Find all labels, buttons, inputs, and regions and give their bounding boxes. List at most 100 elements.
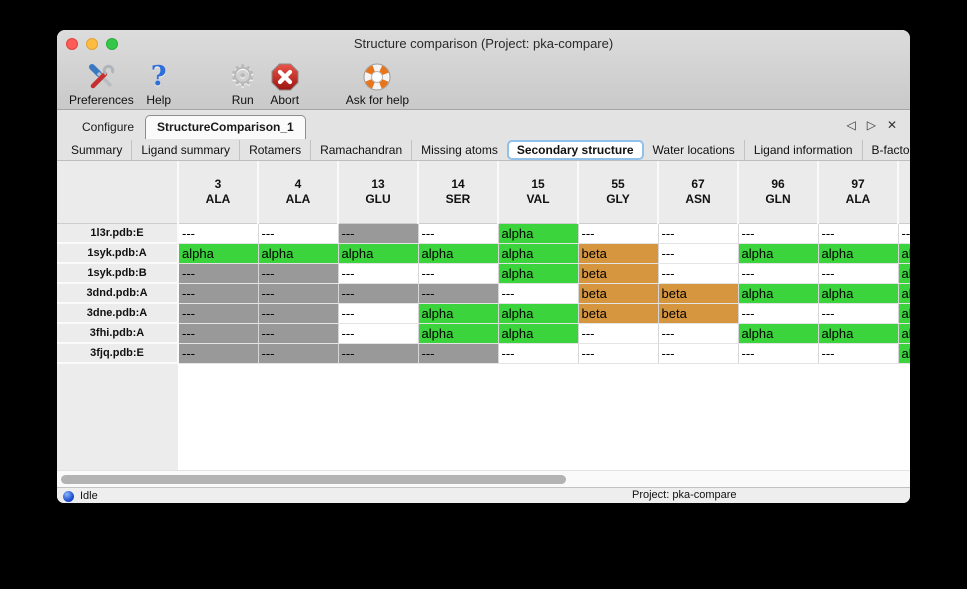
sub-tab-rotamers[interactable]: Rotamers (239, 139, 310, 160)
structure-cell[interactable]: alpha (738, 243, 819, 264)
structure-cell[interactable]: --- (338, 263, 419, 284)
structure-cell[interactable]: alpha (418, 323, 499, 344)
structure-cell[interactable]: alpha (258, 243, 339, 264)
structure-cell[interactable]: alpha (898, 303, 910, 324)
structure-cell[interactable]: alpha (338, 243, 419, 264)
sub-tab-ligand-information[interactable]: Ligand information (743, 139, 862, 160)
structure-cell[interactable]: --- (498, 343, 579, 364)
minimize-window-button[interactable] (86, 38, 98, 50)
structure-cell[interactable]: --- (418, 223, 499, 244)
structure-cell[interactable]: --- (658, 263, 739, 284)
structure-cell[interactable]: --- (818, 223, 899, 244)
structure-cell[interactable]: alpha (818, 243, 899, 264)
table-row-3fhi-pdb-a: 3fhi.pdb:A --- --- --- alpha alpha --- --- alpha… (57, 323, 910, 344)
structure-cell[interactable]: alpha (418, 243, 499, 264)
structure-cell[interactable]: --- (338, 223, 419, 244)
sub-tab-b-factors[interactable]: B-factors (861, 139, 910, 160)
tab-close-icon[interactable]: ✕ (886, 118, 897, 132)
structure-cell[interactable]: alpha (898, 343, 910, 364)
structure-cell[interactable]: --- (658, 223, 739, 244)
structure-cell[interactable]: --- (738, 263, 819, 284)
structure-cell[interactable]: --- (578, 223, 659, 244)
structure-cell[interactable]: alpha (818, 323, 899, 344)
horizontal-scrollbar[interactable] (57, 470, 910, 487)
sub-tab-missing-atoms[interactable]: Missing atoms (411, 139, 507, 160)
structure-cell[interactable]: alpha (898, 283, 910, 304)
structure-cell[interactable]: --- (738, 223, 819, 244)
structure-cell[interactable]: --- (738, 303, 819, 324)
structure-cell[interactable]: alpha (498, 243, 579, 264)
structure-cell[interactable]: --- (258, 323, 339, 344)
structure-cell[interactable]: alpha (178, 243, 259, 264)
structure-cell[interactable]: --- (418, 343, 499, 364)
tab-scroll-left-icon[interactable]: ◁ (846, 118, 856, 132)
structure-cell[interactable]: --- (418, 283, 499, 304)
sub-tab-secondary-structure[interactable]: Secondary structure (506, 139, 644, 160)
structure-cell[interactable]: --- (738, 343, 819, 364)
structure-cell[interactable]: --- (818, 263, 899, 284)
structure-cell[interactable]: --- (658, 323, 739, 344)
help-button[interactable]: ? Help (138, 60, 180, 108)
structure-cell[interactable]: --- (258, 343, 339, 364)
structure-cell[interactable]: --- (498, 283, 579, 304)
structure-cell[interactable]: --- (178, 283, 259, 304)
structure-cell[interactable]: --- (258, 223, 339, 244)
structure-cell[interactable]: --- (258, 263, 339, 284)
structure-cell[interactable]: --- (178, 303, 259, 324)
column-header-clipped (898, 161, 910, 224)
sub-tab-water-locations[interactable]: Water locations (652, 142, 735, 157)
structure-cell[interactable]: --- (178, 263, 259, 284)
structure-cell[interactable]: alpha (898, 263, 910, 284)
main-tab-structurecomparison-1[interactable]: StructureComparison_1 (145, 115, 306, 139)
structure-cell[interactable]: alpha (898, 323, 910, 344)
structure-cell[interactable]: --- (578, 343, 659, 364)
abort-button[interactable]: Abort (264, 60, 306, 108)
structure-cell[interactable]: alpha (498, 263, 579, 284)
scrollbar-thumb[interactable] (61, 475, 566, 484)
structure-cell[interactable]: beta (578, 263, 659, 284)
column-header-3-ala: 3 ALA (178, 161, 259, 224)
structure-cell[interactable]: --- (818, 343, 899, 364)
structure-cell[interactable]: --- (178, 343, 259, 364)
structure-cell[interactable]: alpha (498, 323, 579, 344)
structure-cell[interactable]: --- (578, 323, 659, 344)
main-tab-configure[interactable]: Configure (82, 120, 135, 134)
structure-cell[interactable]: --- (658, 243, 739, 264)
structure-cell[interactable]: alpha (498, 223, 579, 244)
structure-cell[interactable]: --- (898, 223, 910, 244)
residue-name: GLY (606, 191, 630, 206)
structure-cell[interactable]: beta (658, 303, 739, 324)
structure-cell[interactable]: beta (578, 243, 659, 264)
tab-scroll-right-icon[interactable]: ▷ (866, 118, 876, 132)
structure-cell[interactable]: alpha (738, 323, 819, 344)
sub-tab-ligand-summary[interactable]: Ligand summary (131, 139, 239, 160)
ask-for-help-button[interactable]: Ask for help (342, 60, 413, 108)
structure-cell[interactable]: alpha (418, 303, 499, 324)
structure-cell[interactable]: --- (258, 303, 339, 324)
table-row-3fjq-pdb-e: 3fjq.pdb:E---------------------------alp… (57, 343, 910, 364)
structure-cell[interactable]: --- (258, 283, 339, 304)
structure-cell[interactable]: --- (338, 343, 419, 364)
structure-cell[interactable]: --- (338, 283, 419, 304)
structure-cell[interactable]: beta (578, 283, 659, 304)
structure-cell[interactable]: beta (658, 283, 739, 304)
structure-cell[interactable]: --- (418, 263, 499, 284)
preferences-button[interactable]: Preferences (65, 60, 138, 108)
structure-cell[interactable]: --- (818, 303, 899, 324)
run-button[interactable]: ⚙ Run (222, 60, 264, 108)
title-bar[interactable]: Structure comparison (Project: pka-compa… (57, 30, 910, 58)
structure-cell[interactable]: alpha (898, 243, 910, 264)
structure-cell[interactable]: beta (578, 303, 659, 324)
structure-cell[interactable]: --- (338, 303, 419, 324)
structure-cell[interactable]: alpha (738, 283, 819, 304)
structure-cell[interactable]: --- (338, 323, 419, 344)
zoom-window-button[interactable] (106, 38, 118, 50)
sub-tab-ramachandran[interactable]: Ramachandran (310, 139, 411, 160)
structure-cell[interactable]: --- (178, 323, 259, 344)
structure-cell[interactable]: --- (178, 223, 259, 244)
structure-cell[interactable]: alpha (498, 303, 579, 324)
structure-cell[interactable]: alpha (818, 283, 899, 304)
sub-tab-summary[interactable]: Summary (71, 142, 123, 157)
structure-cell[interactable]: --- (658, 343, 739, 364)
close-window-button[interactable] (66, 38, 78, 50)
